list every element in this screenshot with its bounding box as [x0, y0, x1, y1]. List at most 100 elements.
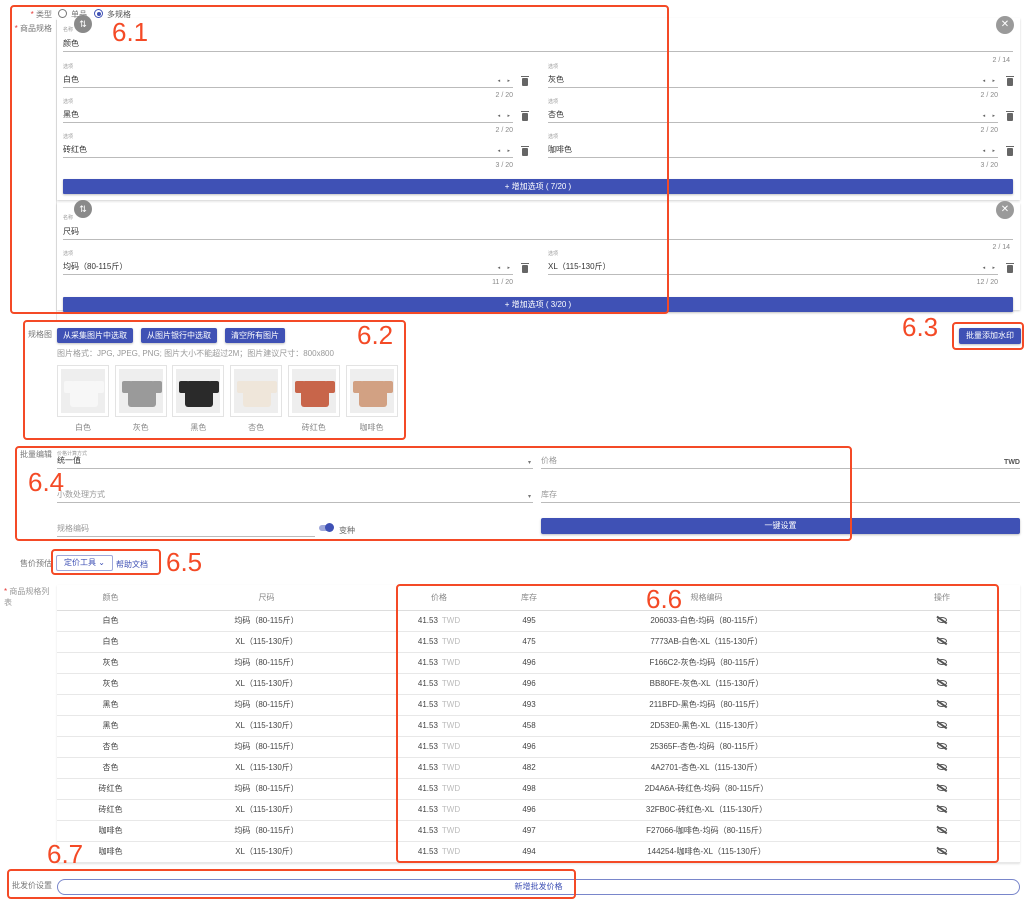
- move-arrows-icon[interactable]: ◂ ▸: [982, 113, 998, 119]
- apply-all-button[interactable]: 一键设置: [541, 518, 1020, 534]
- move-arrows-icon[interactable]: ◂ ▸: [497, 265, 513, 271]
- hide-eye-icon[interactable]: [937, 743, 947, 749]
- hide-eye-icon[interactable]: [937, 827, 947, 833]
- hide-eye-icon[interactable]: [937, 638, 947, 644]
- option-label: 选项: [63, 99, 74, 105]
- help-doc-link[interactable]: 帮助文档: [116, 560, 148, 569]
- radio-multi[interactable]: [94, 9, 103, 18]
- decimal-method-select[interactable]: 小数处理方式 ▾: [57, 487, 533, 503]
- option-input[interactable]: 选项 XL（115-130斤） ◂ ▸: [548, 251, 998, 275]
- spec-image-thumb[interactable]: [345, 365, 398, 417]
- option-input[interactable]: 选项 咖啡色 ◂ ▸: [548, 134, 998, 158]
- price-value: 41.53: [417, 847, 438, 856]
- group-name-input[interactable]: 名称 颜色: [63, 27, 1013, 52]
- swap-order-icon[interactable]: ⇅: [74, 200, 92, 218]
- sku-code-cell: 25365F-杏色-均码（80-115斤）: [549, 736, 864, 758]
- sku-code-cell: 206033-白色-均码（80-115斤）: [549, 610, 864, 632]
- price-value: 41.53: [417, 637, 438, 646]
- move-arrows-icon[interactable]: ◂ ▸: [982, 148, 998, 154]
- select-from-collected-button[interactable]: 从采集图片中选取: [57, 328, 133, 343]
- hide-eye-icon[interactable]: [937, 617, 947, 623]
- price-cell: 41.53 TWD: [369, 610, 509, 632]
- table-row: 黑色 XL（115-130斤） 41.53 TWD 458 2D53E0-黑色-XL（11…: [57, 715, 1020, 737]
- hide-eye-icon[interactable]: [937, 764, 947, 770]
- select-from-image-bank-button[interactable]: 从图片银行中选取: [141, 328, 217, 343]
- price-cell: 41.53 TWD: [369, 673, 509, 695]
- delete-option-icon[interactable]: [1006, 146, 1014, 156]
- move-arrows-icon[interactable]: ◂ ▸: [497, 78, 513, 84]
- price-value: 41.53: [417, 679, 438, 688]
- delete-option-icon[interactable]: [1006, 111, 1014, 121]
- hide-eye-icon[interactable]: [937, 848, 947, 854]
- column-header: 颜色: [57, 585, 164, 611]
- hide-eye-icon[interactable]: [937, 806, 947, 812]
- spec-image-thumb[interactable]: [57, 365, 109, 417]
- move-arrows-icon[interactable]: ◂ ▸: [497, 148, 513, 154]
- radio-single[interactable]: [58, 9, 67, 18]
- move-arrows-icon[interactable]: ◂ ▸: [497, 113, 513, 119]
- add-wholesale-price-button[interactable]: 新增批发价格: [57, 879, 1020, 895]
- product-image: [349, 369, 394, 413]
- remove-group-icon[interactable]: ✕: [996, 201, 1014, 219]
- move-arrows-icon[interactable]: ◂ ▸: [982, 265, 998, 271]
- pricing-tool-button[interactable]: 定价工具 ⌄: [56, 555, 113, 571]
- hide-eye-icon[interactable]: [937, 785, 947, 791]
- spec-image-thumb[interactable]: [172, 365, 225, 417]
- delete-option-icon[interactable]: [1006, 263, 1014, 273]
- clear-images-button[interactable]: 清空所有图片: [225, 328, 285, 343]
- stock-placeholder: 库存: [541, 490, 557, 499]
- hide-eye-icon[interactable]: [937, 659, 947, 665]
- price-cell: 41.53 TWD: [369, 631, 509, 653]
- option-input[interactable]: 选项 杏色 ◂ ▸: [548, 99, 998, 123]
- delete-option-icon[interactable]: [521, 263, 529, 273]
- add-option-button[interactable]: + 增加选项 ( 7/20 ): [63, 179, 1013, 194]
- sku-code-cell: 7773AB-白色-XL（115-130斤）: [549, 631, 864, 653]
- option-input[interactable]: 选项 均码（80-115斤） ◂ ▸: [63, 251, 513, 275]
- swap-order-icon[interactable]: ⇅: [74, 15, 92, 33]
- shirt-sleeve: [209, 381, 220, 393]
- variant-toggle-label: 变种: [339, 526, 355, 535]
- option-input[interactable]: 选项 黑色 ◂ ▸: [63, 99, 513, 123]
- sku-code-input[interactable]: 规格编码: [57, 521, 315, 537]
- price-currency: TWD: [441, 679, 461, 688]
- annotation-label-6-3: 6.3: [902, 312, 939, 342]
- column-header: 操作: [864, 585, 1020, 611]
- price-cell: 41.53 TWD: [369, 652, 509, 674]
- stock-input[interactable]: 库存: [541, 487, 1020, 503]
- shirt-image: [358, 381, 387, 407]
- option-input[interactable]: 选项 灰色 ◂ ▸: [548, 64, 998, 88]
- price-method-select[interactable]: 价格计算方式 统一值 ▾: [57, 451, 533, 469]
- group-name-input[interactable]: 名称 尺码: [63, 215, 1013, 240]
- delete-option-icon[interactable]: [1006, 76, 1014, 86]
- type-label: * 类型: [30, 10, 52, 19]
- action-cell: [864, 694, 1020, 716]
- batch-watermark-button[interactable]: 批量添加水印: [959, 328, 1021, 344]
- chevron-down-icon: ⌄: [98, 558, 105, 567]
- group-name-label: 名称: [63, 27, 74, 33]
- hide-eye-icon[interactable]: [937, 701, 947, 707]
- add-option-button[interactable]: + 增加选项 ( 3/20 ): [63, 297, 1013, 312]
- spec-image-thumb[interactable]: [114, 365, 167, 417]
- cell: 灰色: [57, 652, 164, 674]
- option-label: 选项: [548, 64, 559, 70]
- remove-group-icon[interactable]: ✕: [996, 16, 1014, 34]
- move-arrows-icon[interactable]: ◂ ▸: [982, 78, 998, 84]
- option-label: 选项: [63, 251, 74, 257]
- cell: 杏色: [57, 736, 164, 758]
- delete-option-icon[interactable]: [521, 146, 529, 156]
- spec-image-thumb[interactable]: [287, 365, 340, 417]
- table-row: 砖红色 XL（115-130斤） 41.53 TWD 496 32FB0C-砖红色-XL（…: [57, 799, 1020, 821]
- column-header: 库存: [509, 585, 549, 611]
- option-count: 2 / 20: [980, 127, 998, 134]
- delete-option-icon[interactable]: [521, 111, 529, 121]
- cell: 均码（80-115斤）: [164, 652, 369, 674]
- hide-eye-icon[interactable]: [937, 722, 947, 728]
- option-input[interactable]: 选项 砖红色 ◂ ▸: [63, 134, 513, 158]
- variant-toggle[interactable]: [319, 523, 334, 532]
- spec-image-thumb[interactable]: [230, 365, 283, 417]
- option-input[interactable]: 选项 白色 ◂ ▸: [63, 64, 513, 88]
- hide-eye-icon[interactable]: [937, 680, 947, 686]
- delete-option-icon[interactable]: [521, 76, 529, 86]
- price-input[interactable]: 价格 TWD: [541, 452, 1020, 469]
- shirt-image: [185, 381, 214, 407]
